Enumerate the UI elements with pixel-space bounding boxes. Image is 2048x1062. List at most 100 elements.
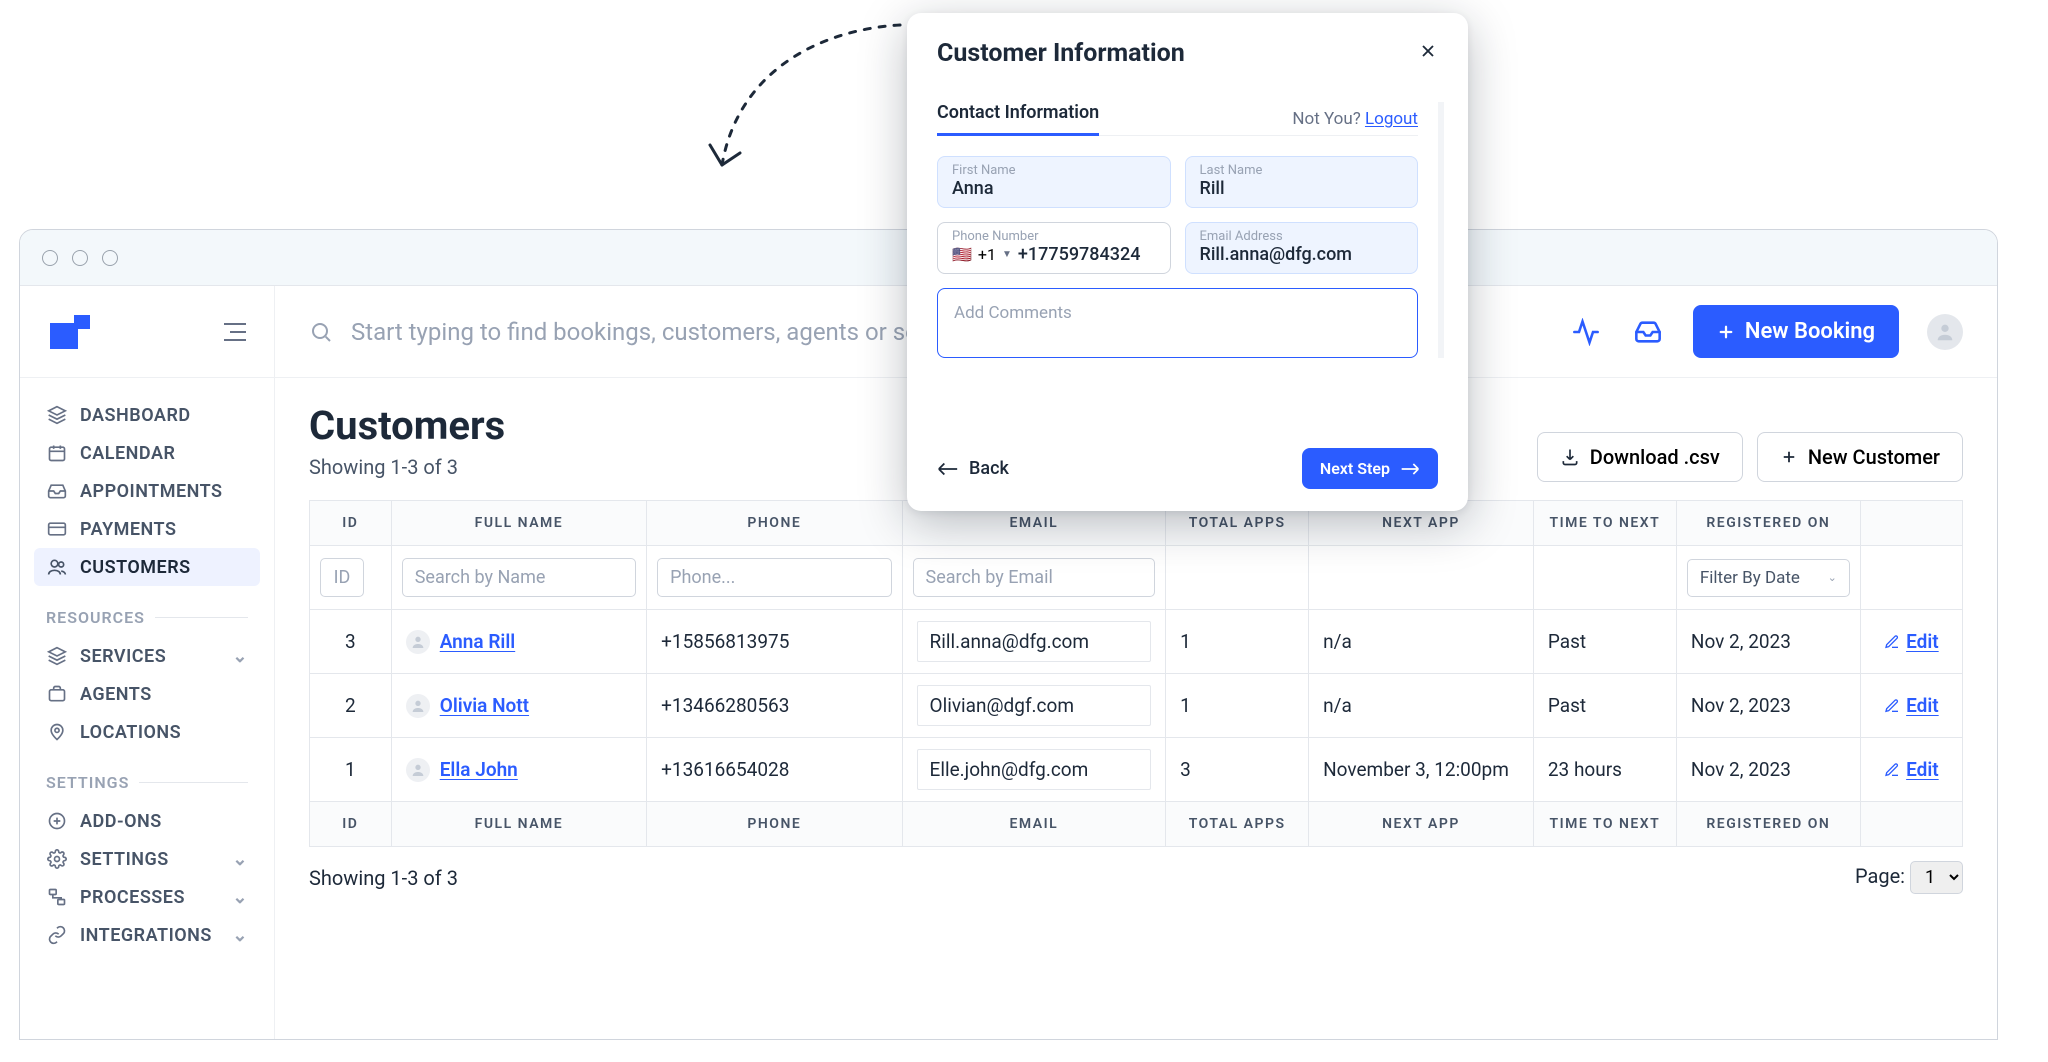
sidebar-item-payments[interactable]: PAYMENTS	[34, 510, 260, 548]
card-icon	[46, 518, 68, 540]
sidebar-item-label: SERVICES	[80, 646, 166, 667]
sidebar: DASHBOARD CALENDAR APPOINTMENTS PAYMENTS	[20, 378, 275, 1039]
customer-name-link[interactable]: Olivia Nott	[440, 694, 529, 717]
sidebar-item-dashboard[interactable]: DASHBOARD	[34, 396, 260, 434]
traffic-min[interactable]	[72, 250, 88, 266]
search-placeholder[interactable]: Start typing to find bookings, customers…	[351, 318, 1000, 346]
page-title: Customers	[309, 402, 505, 449]
pencil-icon	[1884, 634, 1900, 650]
edit-button[interactable]: Edit	[1875, 694, 1948, 717]
next-step-button[interactable]: Next Step	[1302, 448, 1438, 489]
comments-input[interactable]	[937, 288, 1418, 358]
menu-toggle-icon[interactable]	[224, 321, 246, 343]
col-ttn[interactable]: TIME TO NEXT	[1533, 501, 1676, 546]
phone-field[interactable]: Phone Number 🇺🇸 +1 ▼ +17759784324	[937, 222, 1171, 274]
download-csv-button[interactable]: Download .csv	[1537, 432, 1743, 482]
plus-icon	[1717, 323, 1735, 341]
sidebar-item-label: CUSTOMERS	[80, 557, 191, 578]
country-code: +1	[978, 245, 996, 264]
col-reg[interactable]: REGISTERED ON	[1676, 501, 1860, 546]
customer-name-link[interactable]: Anna Rill	[440, 630, 515, 653]
person-icon	[406, 694, 430, 718]
sidebar-item-locations[interactable]: LOCATIONS	[34, 713, 260, 751]
logout-link[interactable]: Logout	[1365, 109, 1418, 129]
pencil-icon	[1884, 698, 1900, 714]
last-name-field[interactable]: Last Name Rill	[1185, 156, 1419, 208]
sidebar-item-appointments[interactable]: APPOINTMENTS	[34, 472, 260, 510]
field-value: Rill.anna@dfg.com	[1200, 244, 1404, 265]
flow-icon	[46, 886, 68, 908]
email-cell[interactable]: Rill.anna@dfg.com	[917, 621, 1152, 662]
sidebar-item-agents[interactable]: AGENTS	[34, 675, 260, 713]
page-select[interactable]: 1	[1910, 861, 1963, 894]
chevron-down-icon: ⌄	[232, 849, 248, 870]
sidebar-item-label: APPOINTMENTS	[80, 481, 223, 502]
flag-icon: 🇺🇸	[952, 245, 972, 264]
col-name[interactable]: FULL NAME	[391, 501, 646, 546]
download-csv-label: Download .csv	[1590, 445, 1720, 469]
email-cell[interactable]: Olivian@dgf.com	[917, 685, 1152, 726]
modal-title: Customer Information	[937, 39, 1185, 68]
person-icon	[1934, 321, 1956, 343]
filter-email-input[interactable]	[913, 558, 1156, 597]
field-value: Rill	[1200, 178, 1404, 199]
person-icon	[406, 758, 430, 782]
arrow-left-icon	[937, 462, 959, 476]
table-row: 3 Anna Rill +15856813975 Rill.anna@dfg.c…	[310, 610, 1963, 674]
sidebar-item-label: PROCESSES	[80, 887, 185, 908]
col-id[interactable]: ID	[310, 501, 392, 546]
sidebar-item-services[interactable]: SERVICES ⌄	[34, 637, 260, 675]
email-cell[interactable]: Elle.john@dfg.com	[917, 749, 1152, 790]
chevron-down-icon: ⌄	[1828, 571, 1837, 584]
package-icon	[46, 645, 68, 667]
sidebar-item-label: PAYMENTS	[80, 519, 176, 540]
new-customer-button[interactable]: New Customer	[1757, 432, 1963, 482]
customer-info-modal: Customer Information Contact Information…	[907, 13, 1468, 511]
traffic-close[interactable]	[42, 250, 58, 266]
field-label: Email Address	[1200, 229, 1404, 244]
activity-icon[interactable]	[1569, 315, 1603, 349]
profile-avatar[interactable]	[1927, 314, 1963, 350]
next-label: Next Step	[1320, 459, 1390, 478]
filter-phone-input[interactable]	[657, 558, 891, 597]
link-icon	[46, 924, 68, 946]
sidebar-item-label: DASHBOARD	[80, 405, 191, 426]
edit-button[interactable]: Edit	[1875, 758, 1948, 781]
inbox-icon[interactable]	[1631, 315, 1665, 349]
chevron-down-icon[interactable]: ▼	[1002, 249, 1012, 260]
filter-name-input[interactable]	[402, 558, 636, 597]
edit-button[interactable]: Edit	[1875, 630, 1948, 653]
sidebar-item-label: ADD-ONS	[80, 811, 162, 832]
new-booking-label: New Booking	[1745, 319, 1875, 344]
filter-date-select[interactable]: Filter By Date⌄	[1687, 559, 1850, 597]
sidebar-item-settings[interactable]: SETTINGS ⌄	[34, 840, 260, 878]
plus-circle-icon	[46, 810, 68, 832]
step-tab-contact[interactable]: Contact Information	[937, 102, 1099, 136]
field-value: +17759784324	[1018, 244, 1141, 265]
page-subtitle: Showing 1-3 of 3	[309, 455, 505, 479]
sidebar-item-processes[interactable]: PROCESSES ⌄	[34, 878, 260, 916]
sidebar-item-calendar[interactable]: CALENDAR	[34, 434, 260, 472]
email-field[interactable]: Email Address Rill.anna@dfg.com	[1185, 222, 1419, 274]
sidebar-item-addons[interactable]: ADD-ONS	[34, 802, 260, 840]
sidebar-item-label: INTEGRATIONS	[80, 925, 212, 946]
sidebar-item-label: CALENDAR	[80, 443, 175, 464]
table-row: 1 Ella John +13616654028 Elle.john@dfg.c…	[310, 738, 1963, 802]
first-name-field[interactable]: First Name Anna	[937, 156, 1171, 208]
new-booking-button[interactable]: New Booking	[1693, 305, 1899, 358]
close-icon[interactable]	[1418, 41, 1438, 67]
col-phone[interactable]: PHONE	[647, 501, 902, 546]
field-label: First Name	[952, 163, 1156, 178]
sidebar-item-integrations[interactable]: INTEGRATIONS ⌄	[34, 916, 260, 954]
cube-icon	[46, 404, 68, 426]
table-row: 2 Olivia Nott +13466280563 Olivian@dgf.c…	[310, 674, 1963, 738]
traffic-max[interactable]	[102, 250, 118, 266]
download-icon	[1560, 447, 1580, 467]
search-icon	[309, 320, 333, 344]
filter-id-input[interactable]	[320, 558, 364, 597]
customer-name-link[interactable]: Ella John	[440, 758, 518, 781]
sidebar-item-customers[interactable]: CUSTOMERS	[34, 548, 260, 586]
back-button[interactable]: Back	[937, 458, 1009, 479]
person-icon	[406, 630, 430, 654]
app-logo	[50, 315, 90, 349]
